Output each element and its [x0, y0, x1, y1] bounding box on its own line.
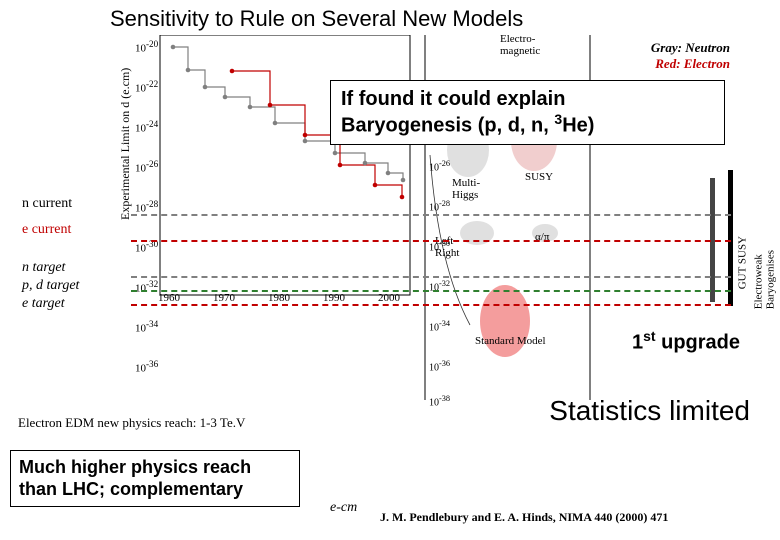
- slide-title: Sensitivity to Rule on Several New Model…: [110, 6, 523, 32]
- citation: J. M. Pendlebury and E. A. Hinds, NIMA 4…: [380, 510, 668, 525]
- legend-neutron: Gray: Neutron: [651, 40, 730, 56]
- box-line1: Much higher physics reach: [19, 457, 251, 477]
- bar-label-ew-baryo: ElectroweakBaryogenises: [752, 250, 776, 309]
- callout-line2b: He): [562, 115, 594, 137]
- upgrade-word: upgrade: [656, 332, 740, 354]
- upgrade-sup: st: [643, 328, 655, 344]
- box-line2: than LHC; complementary: [19, 479, 243, 499]
- bar-label-gut-susy: GUT SUSY: [736, 236, 748, 289]
- physics-reach-box: Much higher physics reach than LHC; comp…: [10, 450, 300, 507]
- label-e-target: e target: [22, 296, 132, 312]
- label-n-current: n current: [22, 196, 132, 212]
- upgrade-num: 1: [632, 332, 643, 354]
- ecm-label: e-cm: [330, 500, 357, 516]
- label-n-target: n target: [22, 260, 132, 276]
- statistics-limited: Statistics limited: [549, 395, 750, 427]
- callout-box: If found it could explain Baryogenesis (…: [330, 80, 725, 145]
- label-e-current: e current: [22, 222, 132, 238]
- label-pd-target: p, d target: [22, 278, 132, 294]
- upgrade-label: 1st upgrade: [632, 328, 740, 355]
- legend-electron: Red: Electron: [655, 56, 730, 72]
- callout-line1: If found it could explain: [341, 88, 565, 110]
- callout-line2a: Baryogenesis (p, d, n,: [341, 115, 554, 137]
- reach-text: Electron EDM new physics reach: 1-3 Te.V: [18, 415, 245, 431]
